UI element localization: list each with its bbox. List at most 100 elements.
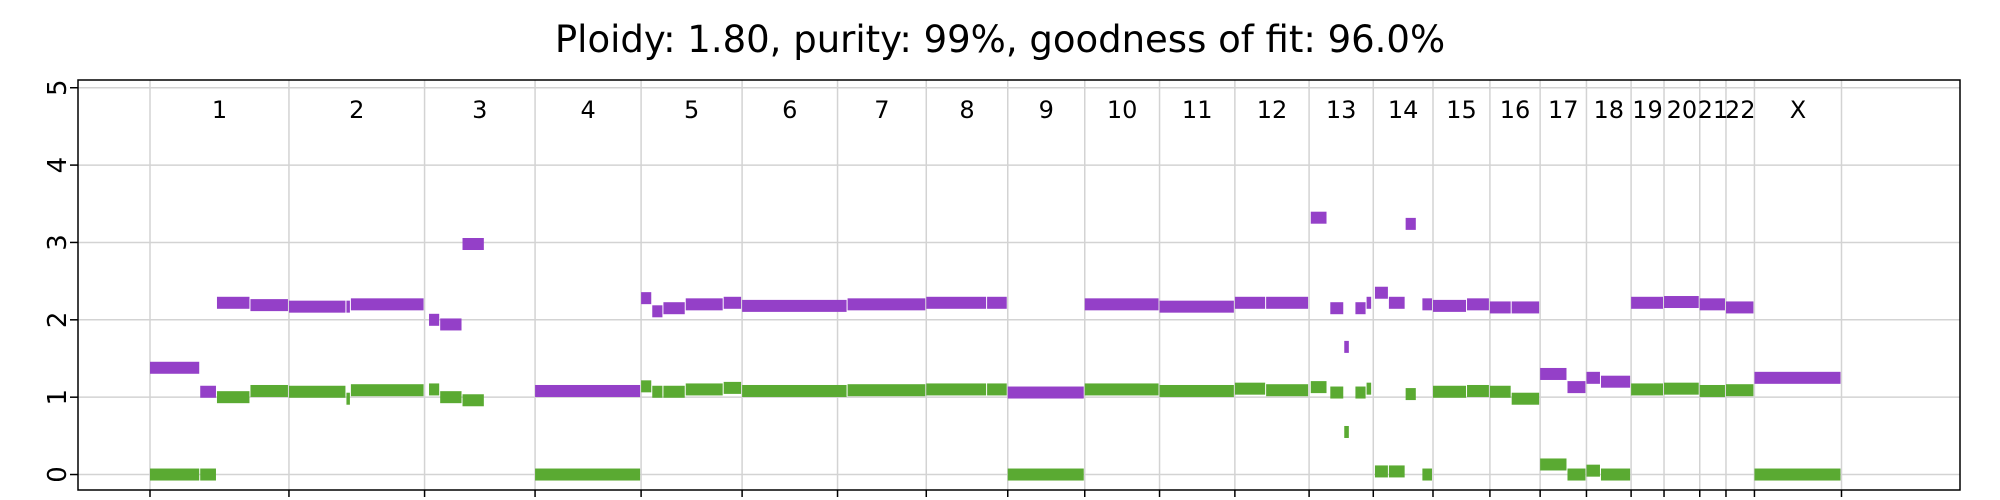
chromosome-label-21: 21	[1698, 96, 1729, 124]
cn-segment	[288, 385, 346, 398]
cn-segment	[663, 385, 685, 398]
cn-segment	[1754, 371, 1841, 384]
cn-segment	[1586, 371, 1600, 384]
cn-segment	[1310, 381, 1327, 394]
chromosome-label-5: 5	[684, 96, 699, 124]
cn-segment	[1664, 296, 1699, 309]
cn-segment	[1159, 384, 1234, 397]
cn-segment	[350, 298, 424, 311]
cn-segment	[429, 313, 440, 326]
chromosome-label-11: 11	[1182, 96, 1213, 124]
cn-segment	[685, 298, 723, 311]
cn-segment	[346, 392, 350, 405]
chart-title: Ploidy: 1.80, purity: 99%, goodness of f…	[555, 18, 1445, 61]
series-minor	[150, 380, 1841, 481]
cn-segment	[1664, 382, 1699, 395]
cn-segment	[216, 296, 250, 309]
cn-segment	[1586, 464, 1600, 477]
chromosome-label-9: 9	[1039, 96, 1054, 124]
chromosome-label-19: 19	[1632, 96, 1663, 124]
cn-segment	[1234, 382, 1266, 395]
cn-segment	[1234, 296, 1266, 309]
cn-segment	[200, 468, 216, 481]
chromosome-label-3: 3	[472, 96, 487, 124]
cn-segment	[440, 391, 462, 404]
cn-segment	[1366, 382, 1372, 395]
cn-segment	[1374, 286, 1388, 299]
cn-segment	[742, 299, 847, 312]
cn-segment	[847, 384, 926, 397]
cn-segment	[1344, 340, 1349, 353]
cn-segment	[1266, 384, 1309, 397]
cn-segment	[1489, 385, 1511, 398]
cn-segment	[1405, 388, 1416, 401]
chromosome-label-6: 6	[782, 96, 797, 124]
cn-segment	[1422, 298, 1432, 311]
cn-segment	[1007, 386, 1084, 399]
cn-segment	[1754, 468, 1841, 481]
chromosome-label-4: 4	[580, 96, 595, 124]
cn-segment	[1355, 386, 1366, 399]
chromosome-label-14: 14	[1388, 96, 1419, 124]
cn-segment	[1567, 468, 1586, 481]
cn-segment	[926, 296, 987, 309]
cn-segment	[641, 292, 652, 305]
cn-segment	[462, 394, 484, 407]
chromosome-label-12: 12	[1257, 96, 1288, 124]
chromosome-label-15: 15	[1446, 96, 1477, 124]
cn-segment	[1388, 465, 1405, 478]
cn-segment	[742, 384, 847, 397]
cn-segment	[200, 385, 216, 398]
cn-segment	[535, 384, 641, 397]
cn-segment	[1540, 458, 1567, 471]
cn-segment	[346, 300, 350, 313]
cn-segment	[1699, 298, 1725, 311]
cn-segment	[1511, 301, 1540, 314]
cn-segment	[1725, 301, 1754, 314]
cn-segment	[1511, 392, 1540, 405]
cn-segment	[150, 361, 200, 374]
chromosome-label-16: 16	[1500, 96, 1531, 124]
cn-segment	[1330, 302, 1344, 315]
cn-segment	[1007, 468, 1084, 481]
chromosome-label-X: X	[1790, 96, 1806, 124]
grid-layer	[78, 80, 1960, 490]
chromosome-label-10: 10	[1107, 96, 1138, 124]
cn-segment	[663, 302, 685, 315]
cn-segment	[429, 383, 440, 396]
y-tick-label: 0	[43, 466, 73, 483]
cn-segment	[652, 385, 663, 398]
cn-segment	[1699, 384, 1725, 397]
cn-segment	[1330, 386, 1344, 399]
chromosome-label-7: 7	[874, 96, 889, 124]
cn-segment	[440, 318, 462, 331]
cn-segment	[250, 384, 288, 397]
y-tick-label: 5	[43, 79, 73, 96]
cn-segment	[1366, 296, 1372, 309]
chromosome-label-17: 17	[1548, 96, 1579, 124]
cn-segment	[1159, 300, 1234, 313]
cn-segment	[1344, 425, 1349, 438]
cn-segment	[1631, 383, 1664, 396]
cn-segment	[250, 299, 288, 312]
cn-segment	[1540, 367, 1567, 380]
cn-segment	[1567, 381, 1586, 394]
cn-segment	[1631, 296, 1664, 309]
cn-segment	[926, 383, 987, 396]
cn-segment	[535, 468, 641, 481]
cn-segment	[1467, 384, 1489, 397]
cn-segment	[987, 296, 1007, 309]
cn-segment	[1467, 298, 1489, 311]
cn-segment	[1422, 468, 1432, 481]
cn-segment	[288, 300, 346, 313]
cn-segment	[1266, 296, 1309, 309]
cn-segment	[652, 305, 663, 318]
y-tick-label: 2	[43, 312, 73, 329]
cn-segment	[1310, 211, 1327, 224]
y-tick-label: 3	[43, 234, 73, 251]
cn-segment	[1725, 384, 1754, 397]
cn-segment	[723, 381, 742, 394]
cn-segment	[1600, 375, 1631, 388]
cn-segment	[150, 468, 200, 481]
y-tick-label: 1	[43, 389, 73, 406]
